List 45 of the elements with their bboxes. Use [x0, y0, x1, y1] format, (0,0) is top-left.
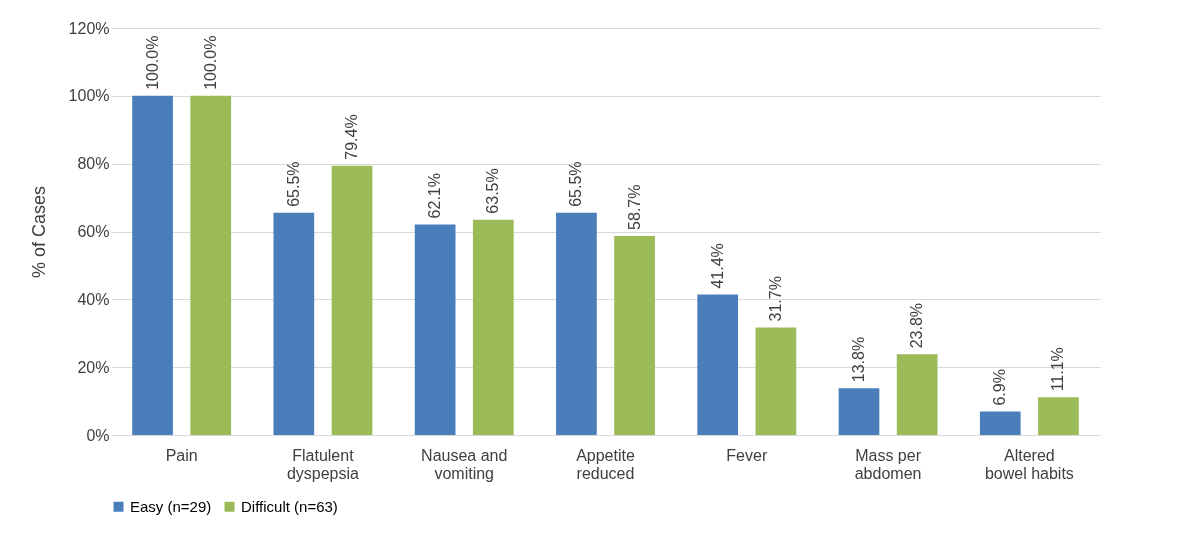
- bar: [697, 294, 739, 435]
- data-label: 100.0%: [201, 35, 219, 90]
- y-tick-label: 120%: [68, 19, 110, 37]
- legend-label: Difficult (n=63): [241, 497, 338, 515]
- bar: [896, 354, 938, 435]
- y-axis-title: % of Cases: [28, 185, 49, 279]
- x-tick-label: Pain: [165, 446, 198, 464]
- bar: [132, 95, 173, 435]
- y-tick-label: 60%: [77, 223, 110, 240]
- y-tick-label: 100%: [68, 87, 110, 105]
- data-label: 100.0%: [143, 35, 161, 90]
- data-label: 6.9%: [991, 369, 1009, 406]
- data-label: 65.5%: [567, 161, 585, 207]
- x-tick-label: Flatulent dyspepsia: [286, 446, 360, 482]
- bar: [472, 219, 514, 435]
- bar: [755, 327, 797, 435]
- y-tick-label: 40%: [77, 290, 110, 308]
- bar: [556, 212, 597, 435]
- bar: [273, 212, 315, 435]
- data-label: 23.8%: [908, 302, 926, 349]
- bar: [190, 95, 232, 435]
- bar: [1038, 397, 1079, 435]
- bar: [838, 388, 880, 435]
- data-label: 31.7%: [766, 276, 784, 322]
- bar: [614, 235, 655, 435]
- data-label: 11.1%: [1049, 347, 1067, 392]
- bar: [414, 224, 456, 435]
- y-tick-label: 80%: [77, 155, 110, 173]
- y-tick-label: 0%: [86, 426, 110, 444]
- data-label: 62.1%: [426, 173, 444, 219]
- legend-label: Easy (n=29): [130, 497, 212, 515]
- data-label: 13.8%: [849, 336, 867, 383]
- bar: [979, 411, 1021, 435]
- bar: [331, 165, 373, 435]
- x-tick-label: Altered bowel habits: [984, 446, 1074, 482]
- x-tick-label: Fever: [726, 446, 768, 464]
- x-tick-label: Appetite reduced: [576, 446, 635, 482]
- data-label: 58.7%: [625, 184, 643, 230]
- data-label: 41.4%: [708, 243, 726, 289]
- data-label: 63.5%: [484, 168, 502, 214]
- x-tick-label: Mass per abdomen: [854, 446, 922, 482]
- data-label: 65.5%: [284, 161, 302, 207]
- y-tick-label: 20%: [77, 358, 110, 376]
- x-tick-label: Nausea and vomiting: [421, 446, 508, 482]
- data-label: 79.4%: [343, 114, 361, 160]
